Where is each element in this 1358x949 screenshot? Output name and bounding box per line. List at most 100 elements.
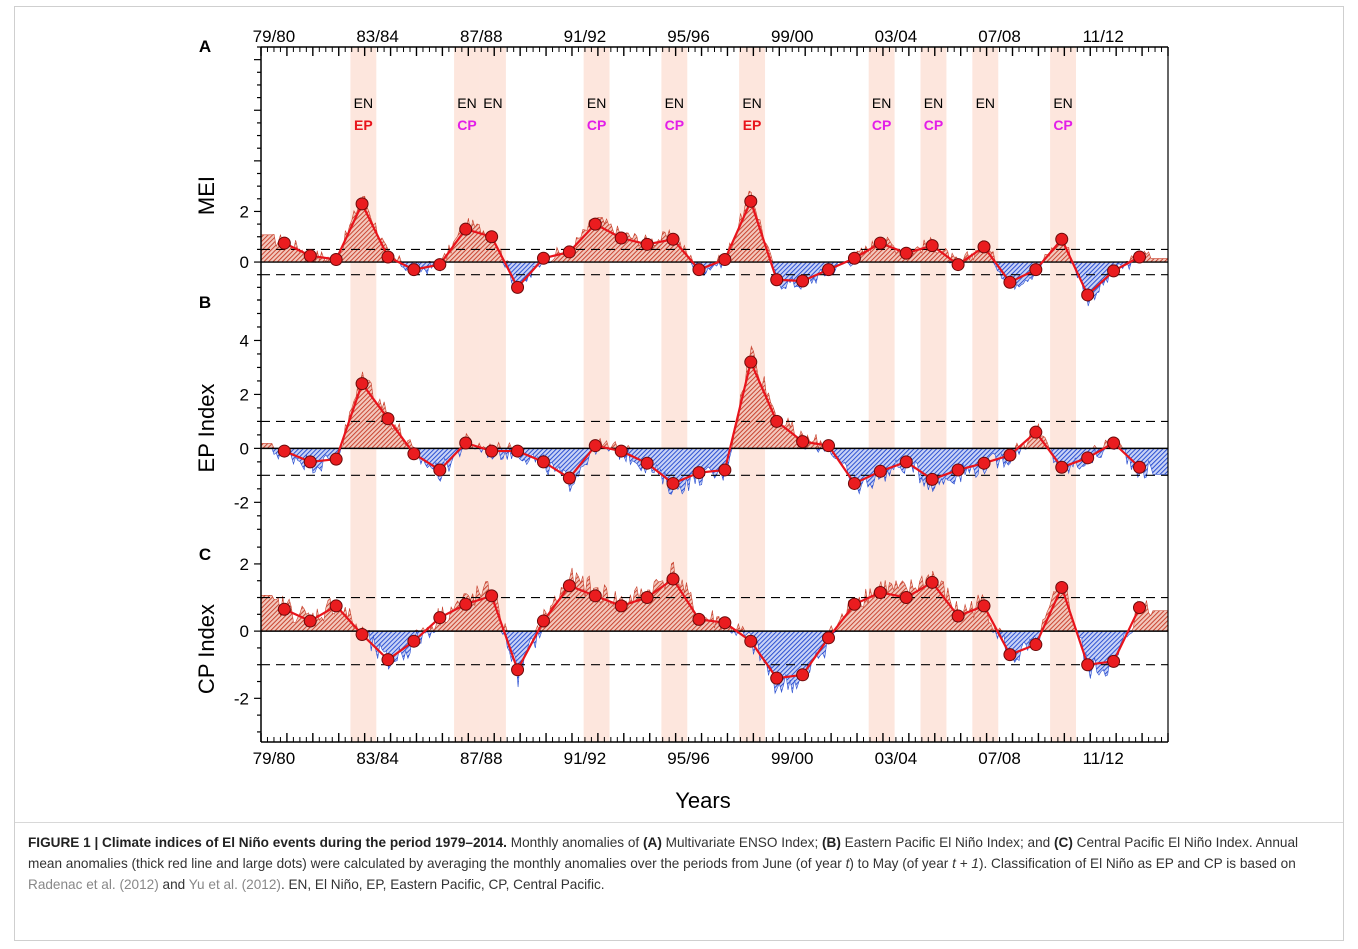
annual-mean-dot (459, 222, 473, 236)
y-tick-label: 2 (240, 555, 249, 574)
citation-yu[interactable]: Yu et al. (2012) (188, 877, 281, 892)
top-season-label: 95/96 (667, 27, 710, 46)
annual-mean-dot (873, 236, 887, 250)
annual-mean-dot (925, 472, 939, 486)
annual-mean-dot (1107, 436, 1121, 450)
annual-mean-dot (744, 194, 758, 208)
annual-mean-dot (718, 463, 732, 477)
annual-mean-dot (536, 614, 550, 628)
annual-mean-dot (770, 273, 784, 287)
annual-mean-dot (640, 237, 654, 251)
caption-text-8: . EN, El Niño, EP, Eastern Pacific, CP, … (280, 877, 605, 892)
top-season-label: 03/04 (875, 27, 918, 46)
event-band-7 (868, 47, 895, 742)
top-season-label: 83/84 (356, 27, 399, 46)
event-label-en: EN (924, 95, 943, 111)
y-tick-label: 2 (240, 385, 249, 404)
panel-c: -2 0 2 CP Index C (194, 532, 1169, 742)
annual-mean-dot (744, 634, 758, 648)
annual-mean-dot (692, 612, 706, 626)
positive-anomaly-area (260, 190, 1169, 263)
annual-mean-dot (355, 377, 369, 391)
event-type-cp: CP (924, 117, 943, 133)
annual-mean-dot (303, 614, 317, 628)
annual-mean-dot (770, 671, 784, 685)
caption-text-2: Multivariate ENSO Index; (661, 835, 823, 850)
annual-mean-dot (381, 250, 395, 264)
bottom-season-label: 87/88 (460, 749, 503, 768)
annual-mean-dot (1132, 250, 1146, 264)
annual-mean-dot (822, 263, 836, 277)
annual-mean-dot (796, 668, 810, 682)
annual-mean-dot (459, 436, 473, 450)
y-tick-label: 4 (240, 331, 249, 350)
top-season-label: 79/80 (253, 27, 296, 46)
annual-mean-dot (303, 455, 317, 469)
event-label-en: EN (354, 95, 373, 111)
annual-mean-dot (277, 602, 291, 616)
annual-mean-dot (718, 253, 732, 267)
event-band-9 (972, 47, 999, 742)
annual-mean-dot (1132, 460, 1146, 474)
annual-mean-dot (977, 456, 991, 470)
annual-mean-dot (1003, 648, 1017, 662)
event-type-cp: CP (457, 117, 476, 133)
annual-mean-dot (640, 591, 654, 605)
event-label-en: EN (457, 95, 476, 111)
annual-mean-dot (536, 455, 550, 469)
y-tick-label: 0 (240, 253, 249, 272)
annual-mean-dot (770, 414, 784, 428)
annual-mean-dot (951, 609, 965, 623)
annual-mean-dot (381, 412, 395, 426)
bottom-season-label: 95/96 (667, 749, 710, 768)
annual-mean-dot (1055, 580, 1069, 594)
caption-text-4: Central Pacific El Niño Index. Annual me… (28, 835, 1299, 871)
top-season-label: 87/88 (460, 27, 503, 46)
annual-mean-dot (433, 611, 447, 625)
annual-mean-dot (511, 444, 525, 458)
figure-caption: FIGURE 1 | Climate indices of El Niño ev… (28, 832, 1328, 895)
annual-mean-dot (899, 246, 913, 260)
annual-mean-dot (1107, 264, 1121, 278)
annual-mean-dot (640, 456, 654, 470)
event-label-en: EN (483, 95, 502, 111)
y-tick-label: 0 (240, 439, 249, 458)
panel-letter: B (199, 293, 211, 312)
event-labels: EN EP EN CP EN EN CP EN CP EN EP EN CP EN CP EN EN CP (354, 95, 1073, 133)
event-label-en: EN (976, 95, 995, 111)
panel-letter: A (199, 37, 211, 56)
x-axis-label: Years (675, 788, 730, 813)
y-tick-label: -2 (234, 493, 249, 512)
annual-mean-dot (873, 585, 887, 599)
annual-mean-dot (433, 258, 447, 272)
y-tick-label: -2 (234, 689, 249, 708)
annual-mean-dot (951, 258, 965, 272)
annual-mean-dot (666, 572, 680, 586)
annual-mean-dot (977, 240, 991, 254)
y-axis-label: MEI (194, 176, 219, 215)
annual-mean-dot (1081, 658, 1095, 672)
annual-mean-dot (847, 597, 861, 611)
event-band-8 (920, 47, 947, 742)
event-type-cp: CP (665, 117, 684, 133)
annual-mean-dot (614, 444, 628, 458)
annual-mean-dot (1055, 232, 1069, 246)
annual-mean-dot (1029, 263, 1043, 277)
event-band-5 (661, 47, 688, 742)
el-nino-event-bands (350, 47, 1077, 742)
annual-mean-dot (536, 251, 550, 265)
caption-text-6: ). Classification of El Niño as EP and C… (978, 856, 1296, 871)
caption-year-t1: t + 1 (952, 856, 979, 871)
annual-mean-dot (666, 232, 680, 246)
annual-mean-dot (692, 466, 706, 480)
annual-mean-dot (796, 435, 810, 449)
bottom-season-label: 03/04 (875, 749, 918, 768)
annual-mean-dot (485, 444, 499, 458)
annual-mean-dot (847, 251, 861, 265)
annual-mean-dot (407, 634, 421, 648)
figure-frame (14, 6, 1344, 941)
event-label-en: EN (742, 95, 761, 111)
annual-mean-dot (329, 452, 343, 466)
citation-radenac[interactable]: Radenac et al. (2012) (28, 877, 159, 892)
